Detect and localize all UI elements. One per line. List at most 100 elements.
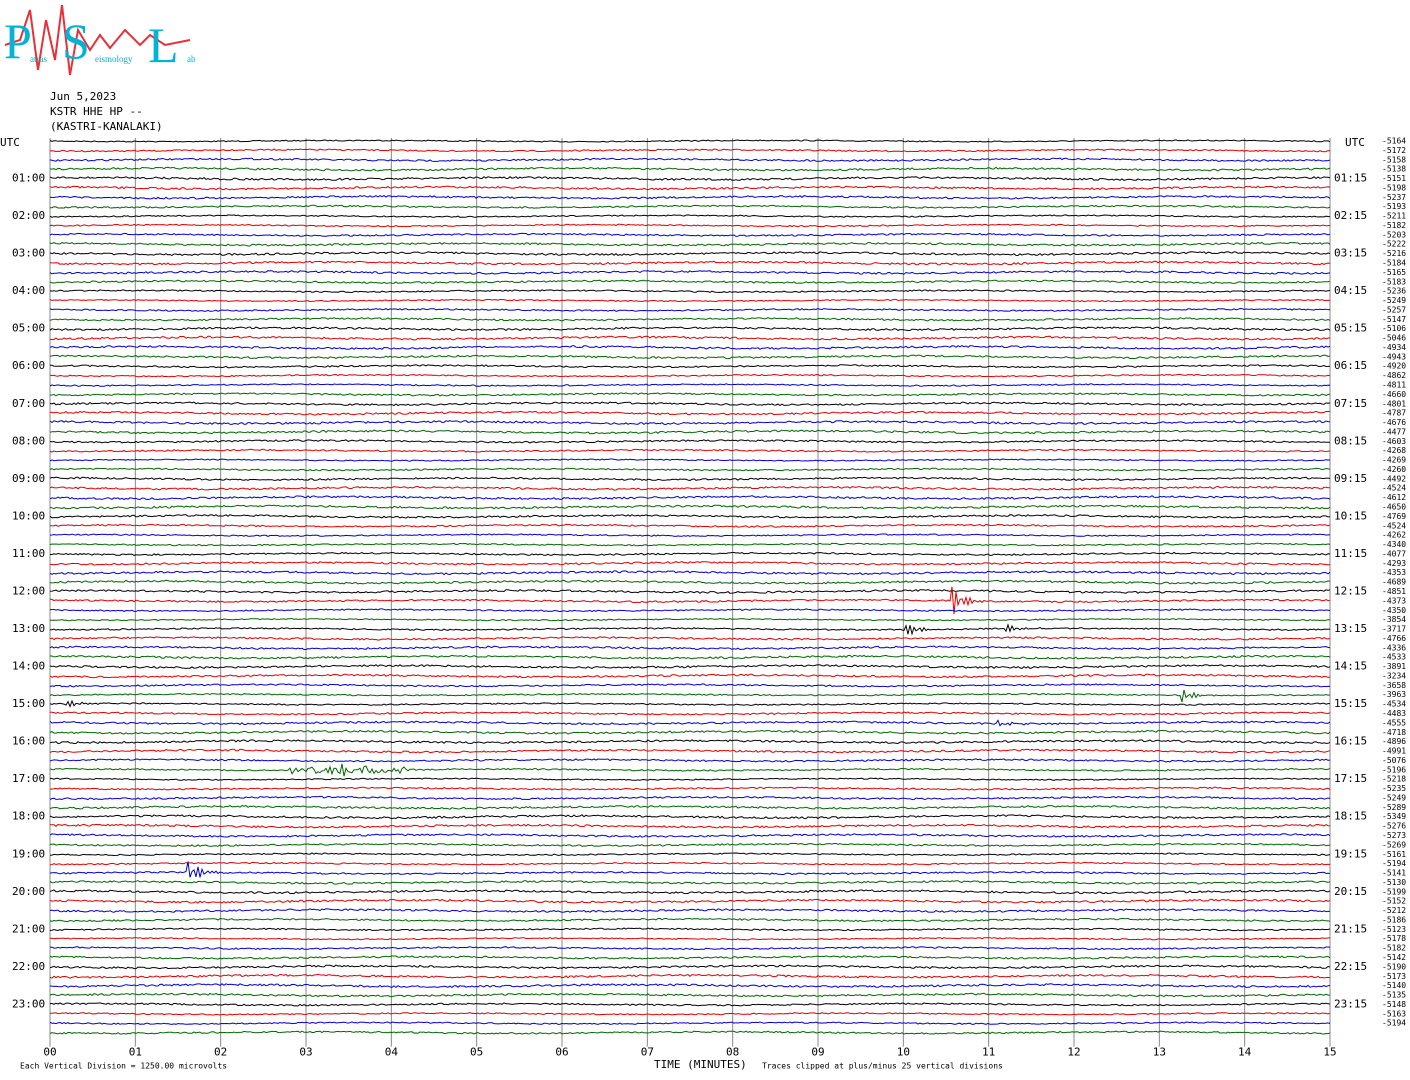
hour-label: 01:15 xyxy=(1334,172,1367,185)
trace-offset: -5216 xyxy=(1382,249,1406,258)
logo-letter: S xyxy=(62,13,90,69)
trace xyxy=(49,983,1331,989)
trace xyxy=(49,185,1331,191)
trace-offset: -4920 xyxy=(1382,362,1406,371)
trace-offset: -4293 xyxy=(1382,559,1406,568)
hour-label: 22:15 xyxy=(1334,960,1367,973)
trace xyxy=(49,260,1331,266)
trace xyxy=(49,889,1331,895)
trace-offset: -5249 xyxy=(1382,296,1406,305)
hour-label: 19:00 xyxy=(12,847,45,860)
minute-label: 00 xyxy=(43,1046,56,1059)
logo-word: eismology xyxy=(95,54,133,64)
trace-offset: -5140 xyxy=(1382,981,1406,990)
trace-offset: -5135 xyxy=(1382,991,1406,1000)
minute-label: 07 xyxy=(641,1046,654,1059)
minute-label: 04 xyxy=(385,1046,399,1059)
trace xyxy=(49,917,1331,923)
trace xyxy=(49,880,1331,885)
trace xyxy=(49,401,1331,407)
trace xyxy=(50,654,1331,660)
trace xyxy=(49,176,1331,182)
minute-label: 12 xyxy=(1067,1046,1080,1059)
hour-label: 19:15 xyxy=(1334,847,1367,860)
hour-label: 17:00 xyxy=(12,772,45,785)
trace xyxy=(49,429,1331,435)
trace-offset: -5269 xyxy=(1382,840,1406,849)
trace-offset: -5046 xyxy=(1382,334,1406,343)
logo-word: atras xyxy=(30,54,47,64)
trace xyxy=(49,392,1331,397)
trace-offset: -5237 xyxy=(1382,193,1406,202)
trace-offset: -5182 xyxy=(1382,944,1406,953)
trace xyxy=(49,420,1331,426)
trace-offset: -5276 xyxy=(1382,822,1406,831)
trace-offset: -4555 xyxy=(1382,718,1406,727)
trace xyxy=(50,937,1331,941)
hour-label: 08:00 xyxy=(12,434,45,447)
trace-offset: -5130 xyxy=(1382,878,1406,887)
hour-label: 13:15 xyxy=(1334,622,1367,635)
trace xyxy=(49,270,1331,275)
trace-offset: -5076 xyxy=(1382,756,1406,765)
trace-offset: -3963 xyxy=(1382,690,1406,699)
trace-offset: -4896 xyxy=(1382,737,1406,746)
hour-label: 03:15 xyxy=(1334,247,1367,260)
hour-label: 14:15 xyxy=(1334,660,1367,673)
trace-offset: -4524 xyxy=(1382,484,1406,493)
trace xyxy=(49,898,1331,904)
trace xyxy=(49,533,1331,537)
trace xyxy=(49,157,1331,162)
minute-label: 13 xyxy=(1153,1046,1166,1059)
trace-offset: -4991 xyxy=(1382,747,1406,756)
axis-title: TIME (MINUTES) xyxy=(654,1058,747,1071)
trace-offset: -5194 xyxy=(1382,1019,1406,1028)
trace-offset: -4533 xyxy=(1382,653,1406,662)
trace-offset: -5190 xyxy=(1382,962,1406,971)
trace-offset: -4534 xyxy=(1382,700,1406,709)
trace xyxy=(49,946,1331,951)
trace-offset: -3234 xyxy=(1382,671,1406,680)
trace xyxy=(49,673,1330,679)
trace xyxy=(49,383,1331,387)
trace-offset: -5257 xyxy=(1382,305,1406,314)
trace xyxy=(49,514,1331,519)
date: Jun 5,2023 xyxy=(50,90,116,103)
trace-offset: -4811 xyxy=(1382,381,1406,390)
hour-label: 12:15 xyxy=(1334,584,1367,597)
trace-offset: -4676 xyxy=(1382,418,1406,427)
trace xyxy=(49,223,1331,228)
trace-offset: -5158 xyxy=(1382,155,1406,164)
minute-label: 11 xyxy=(982,1046,995,1059)
trace xyxy=(49,1012,1331,1016)
trace-offset: -4353 xyxy=(1382,568,1406,577)
trace-offset: -5184 xyxy=(1382,259,1406,268)
trace-offset: -5141 xyxy=(1382,869,1406,878)
trace xyxy=(50,551,1331,557)
trace xyxy=(49,786,1331,791)
trace xyxy=(49,586,1331,615)
trace-offset: -4769 xyxy=(1382,512,1406,521)
hour-label: 15:15 xyxy=(1334,697,1367,710)
trace xyxy=(49,623,1331,636)
hour-label: 20:15 xyxy=(1334,885,1367,898)
hour-label: 18:00 xyxy=(12,810,45,823)
trace-offset: -4660 xyxy=(1382,390,1406,399)
trace xyxy=(49,232,1331,237)
trace-offset: -5147 xyxy=(1382,315,1406,324)
trace-offset: -5164 xyxy=(1382,137,1406,146)
trace xyxy=(49,664,1331,669)
hour-label: 04:00 xyxy=(12,284,45,297)
trace xyxy=(49,298,1331,303)
trace xyxy=(49,927,1331,932)
hour-label: 08:15 xyxy=(1334,434,1367,447)
trace-offset: -5349 xyxy=(1382,812,1406,821)
trace xyxy=(49,992,1331,998)
logo-wave xyxy=(4,4,191,76)
trace xyxy=(49,763,1331,777)
station: KSTR HHE HP -- xyxy=(50,105,143,118)
minute-label: 02 xyxy=(214,1046,227,1059)
utc-label: UTC xyxy=(0,136,20,149)
trace-offset: -5203 xyxy=(1382,230,1406,239)
